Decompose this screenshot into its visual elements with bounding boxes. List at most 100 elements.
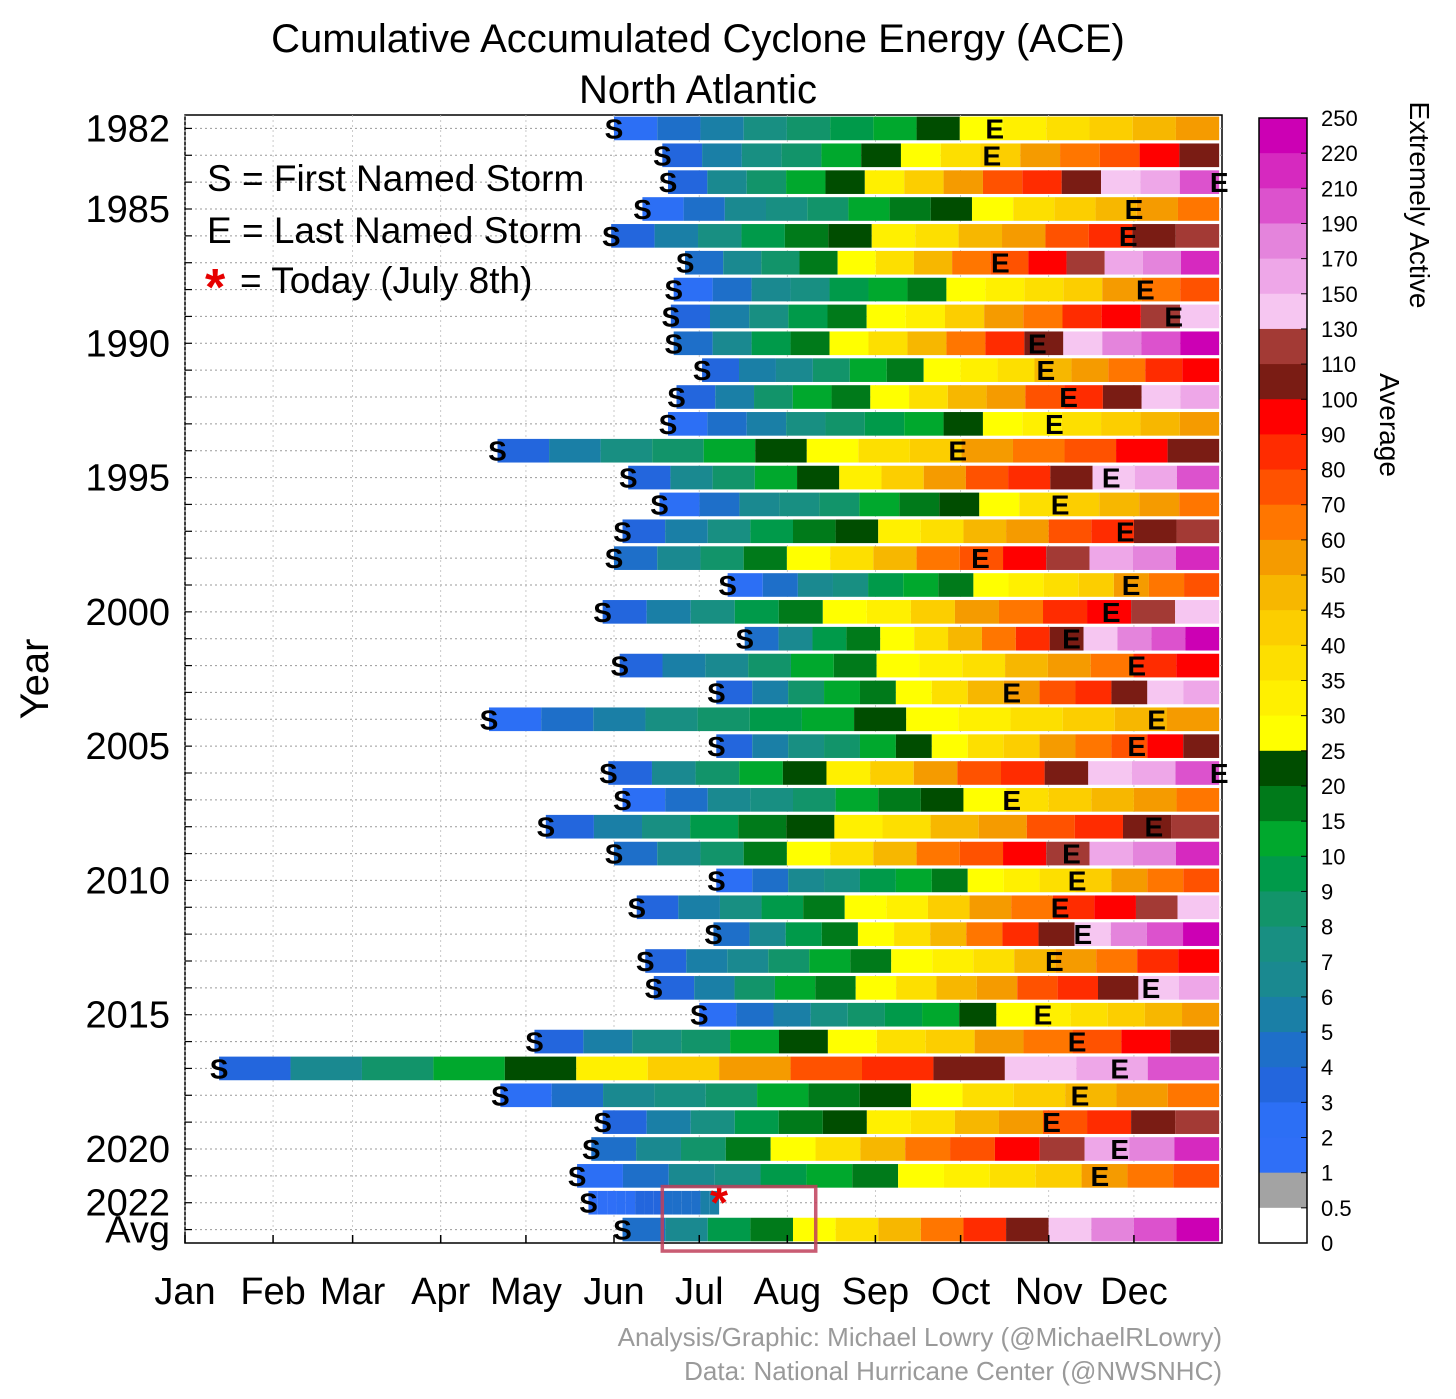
- ace-segment: [680, 1137, 726, 1161]
- today-highlight-box: [660, 1184, 818, 1253]
- ace-segment: [727, 573, 763, 597]
- ace-segment: [1132, 224, 1176, 248]
- ace-segment: [930, 197, 972, 221]
- first-storm-marker: S: [613, 1215, 632, 1246]
- colorbar-tick-label: 6: [1321, 985, 1333, 1010]
- ace-segment: [657, 841, 701, 866]
- first-storm-marker: S: [659, 409, 678, 440]
- ace-segment: [628, 465, 671, 490]
- ace-segment: [762, 573, 798, 597]
- colorbar-tick-label: 35: [1321, 669, 1345, 694]
- ace-segment: [859, 492, 900, 517]
- colorbar-swatch: [1259, 258, 1307, 295]
- ace-segment: [616, 1190, 626, 1215]
- ace-segment: [806, 1164, 853, 1188]
- ace-segment: [1136, 197, 1178, 221]
- ace-segment: [786, 412, 826, 436]
- today-star-icon: *: [710, 1177, 728, 1229]
- ace-segment: [644, 1190, 654, 1215]
- ace-segment: [860, 1137, 906, 1161]
- ace-segment: [971, 197, 1014, 221]
- first-storm-marker: S: [664, 328, 683, 359]
- ace-segment: [786, 546, 831, 570]
- ace-segment: [1102, 331, 1142, 356]
- ace-segment: [923, 358, 961, 382]
- ace-segment: [748, 653, 791, 678]
- first-storm-marker: S: [488, 436, 507, 467]
- last-storm-marker: E: [1127, 651, 1146, 682]
- legend-today-star-icon: *: [205, 259, 226, 317]
- last-storm-marker: E: [1127, 731, 1146, 762]
- ace-segment: [920, 1217, 964, 1242]
- ace-segment: [702, 143, 742, 168]
- colorbar-swatch: [1259, 1172, 1307, 1209]
- ace-segment: [766, 197, 808, 221]
- y-tick-label: 1982: [85, 108, 170, 150]
- last-storm-marker: E: [1028, 328, 1047, 359]
- ace-segment: [986, 385, 1026, 409]
- ace-segment: [676, 385, 716, 409]
- ace-segment: [1179, 412, 1220, 436]
- y-tick-label: 2022: [85, 1183, 170, 1225]
- ace-segment: [651, 761, 696, 785]
- last-storm-marker: E: [1210, 758, 1229, 789]
- ace-segment: [1147, 734, 1184, 758]
- first-storm-marker: S: [605, 113, 624, 144]
- ace-segment: [1183, 680, 1220, 705]
- ace-segment: [1090, 653, 1134, 678]
- ace-segment: [884, 1002, 923, 1027]
- ace-segment: [896, 976, 937, 1000]
- ace-segment: [913, 250, 953, 275]
- ace-segment: [976, 976, 1018, 1000]
- ace-segment: [1131, 761, 1176, 785]
- ace-segment: [788, 680, 825, 705]
- ace-segment: [1014, 949, 1056, 973]
- ace-segment: [1039, 680, 1076, 705]
- ace-segment: [812, 358, 850, 382]
- ace-segment: [1003, 734, 1040, 758]
- ace-segment: [1066, 250, 1105, 275]
- x-tick-label: Jun: [583, 1271, 644, 1313]
- ace-segment: [730, 1029, 779, 1054]
- ace-segment: [1116, 1083, 1168, 1108]
- ace-segment: [754, 385, 793, 409]
- ace-segment: [886, 895, 928, 920]
- ace-segment: [1167, 1083, 1220, 1108]
- ace-segment: [723, 250, 762, 275]
- colorbar-swatch: [1259, 1032, 1307, 1068]
- plot-area: [184, 114, 1223, 1244]
- colorbar-label-average: Average: [1374, 373, 1405, 477]
- ace-segment: [900, 143, 941, 168]
- ace-segment: [686, 949, 728, 973]
- ace-segment: [875, 250, 914, 275]
- ace-segment: [1013, 1083, 1066, 1108]
- ace-segment: [602, 1110, 647, 1134]
- ace-segment: [959, 116, 1004, 141]
- ace-segment: [943, 1164, 990, 1188]
- ace-segment: [1101, 304, 1141, 329]
- ace-segment: [878, 519, 921, 544]
- ace-segment: [844, 895, 887, 920]
- ace-segment: [1114, 707, 1168, 732]
- ace-segment: [939, 492, 980, 517]
- x-tick-label: Feb: [240, 1271, 305, 1313]
- ace-segment: [822, 600, 867, 624]
- last-storm-marker: E: [1034, 1000, 1053, 1031]
- ace-segment: [828, 224, 872, 248]
- ace-segment: [712, 331, 752, 356]
- ace-segment: [707, 412, 747, 436]
- ace-segment: [978, 814, 1027, 839]
- ace-segment: [963, 519, 1007, 544]
- ace-segment: [1087, 1110, 1132, 1134]
- ace-segment: [778, 626, 813, 651]
- ace-segment: [1111, 734, 1148, 758]
- ace-segment: [807, 197, 849, 221]
- ace-segment: [1003, 116, 1047, 141]
- y-tick-label: Avg: [105, 1210, 170, 1252]
- ace-segment: [915, 224, 959, 248]
- colorbar-swatch: [1259, 1137, 1307, 1174]
- chart-subtitle: North Atlantic: [579, 68, 817, 112]
- ace-segment: [700, 841, 744, 866]
- ace-segment: [749, 922, 786, 946]
- ace-segment: [821, 922, 858, 946]
